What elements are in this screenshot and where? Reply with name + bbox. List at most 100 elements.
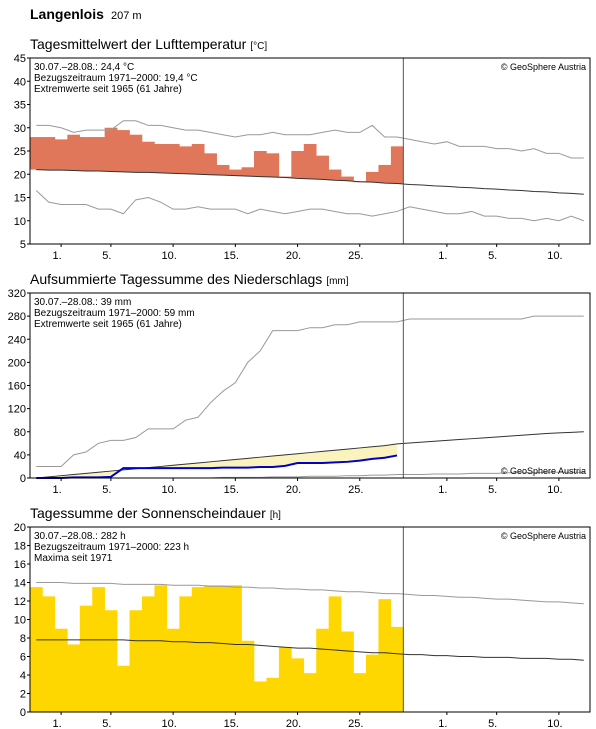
bar [42,596,56,712]
chart-title: Aufsummierte Tagessumme des Niederschlag… [30,271,349,287]
bar [341,631,354,712]
bar [378,164,392,184]
x-tick-label: 10. [547,250,562,262]
chart: Aufsummierte Tagessumme des Niederschlag… [8,271,591,496]
x-tick-label: 10. [161,250,176,262]
y-tick-label: 160 [8,381,26,393]
note: Bezugszeitraum 1971–2000: 19,4 °C [34,73,198,84]
x-tick-label: 15. [224,718,239,729]
chart-title: Tagessumme der Sonnenscheindauer [h] [30,505,281,521]
x-tick-label: 1. [53,718,62,729]
bar [229,585,242,712]
bar [216,585,230,712]
bar [179,146,193,174]
bar [378,599,392,712]
x-tick-label: 5. [488,484,497,496]
x-tick-label: 10. [161,484,176,496]
bar [204,585,217,712]
bar [54,628,68,712]
y-tick-label: 10 [14,615,26,627]
bar [204,153,217,175]
copyright: © GeoSphere Austria [501,531,586,541]
unit: [°C] [250,41,267,52]
line [36,639,584,661]
x-tick-label: 20. [286,484,301,496]
y-tick-label: 200 [8,357,26,369]
unit: [mm] [326,276,348,287]
y-tick-label: 0 [20,473,26,485]
y-tick-label: 12 [14,596,26,608]
y-tick-label: 120 [8,404,26,416]
note: Maxima seit 1971 [34,553,113,564]
line [36,169,584,195]
note-box [32,295,214,335]
bar [229,169,242,176]
x-tick-label: 1. [53,250,62,262]
y-tick-label: 10 [14,216,26,228]
title-text: Tagesmittelwert der Lufttemperatur [30,36,247,52]
copyright: © GeoSphere Austria [501,62,586,72]
x-tick-label: 5. [488,718,497,729]
bar [104,610,118,712]
y-tick-label: 18 [14,541,26,553]
bar [291,151,305,179]
bar [303,673,317,712]
bar [241,167,255,177]
bar [366,171,379,183]
y-tick-label: 20 [14,522,26,534]
note: Extremwerte seit 1965 (61 Jahre) [34,84,182,95]
y-tick-label: 16 [14,559,26,571]
line [36,582,584,605]
bar [104,127,118,172]
y-tick-label: 30 [14,123,26,135]
y-tick-label: 80 [14,427,26,439]
x-tick-label: 10. [161,718,176,729]
chart: Tagessumme der Sonnenscheindauer [h] 0 2 4 6 8… [14,505,591,729]
plot-border [29,292,591,479]
bar [54,139,68,171]
bar [254,151,267,177]
bar [30,587,43,712]
bar [191,587,205,712]
unit: [h] [270,510,281,521]
note: 30.07.–28.08.: 282 h [34,531,126,542]
actual-line [36,454,398,479]
y-tick-label: 25 [14,146,26,158]
bar [316,155,329,180]
y-tick-label: 5 [20,239,26,251]
bar [390,626,404,712]
bar [166,144,180,174]
bar [154,585,168,712]
y-tick-label: 45 [14,53,26,65]
x-tick-label: 25. [348,484,363,496]
x-tick-label: 20. [286,250,301,262]
plot-border [29,57,591,245]
x-tick-label: 5. [488,250,497,262]
bar [341,176,354,181]
x-tick-label: 10. [547,484,562,496]
y-tick-label: 280 [8,311,26,323]
bar [366,654,379,712]
plot-border [29,526,591,713]
y-tick-label: 15 [14,193,26,205]
x-tick-label: 1. [438,718,447,729]
bar [353,673,367,712]
note: 30.07.–28.08.: 24,4 °C [34,62,134,73]
y-tick-label: 2 [20,689,26,701]
y-tick-label: 8 [20,633,26,645]
station-elevation: 207 m [111,10,142,22]
bar [67,644,81,712]
x-tick-label: 20. [286,718,301,729]
y-tick-label: 40 [14,76,26,88]
x-tick-label: 15. [224,250,239,262]
line [36,315,584,467]
bar [129,134,143,173]
bar [142,141,155,173]
bar [266,153,280,178]
copyright: © GeoSphere Austria [501,466,586,476]
bar [79,605,93,712]
station-name: Langenlois [30,6,104,22]
bar [179,596,193,712]
